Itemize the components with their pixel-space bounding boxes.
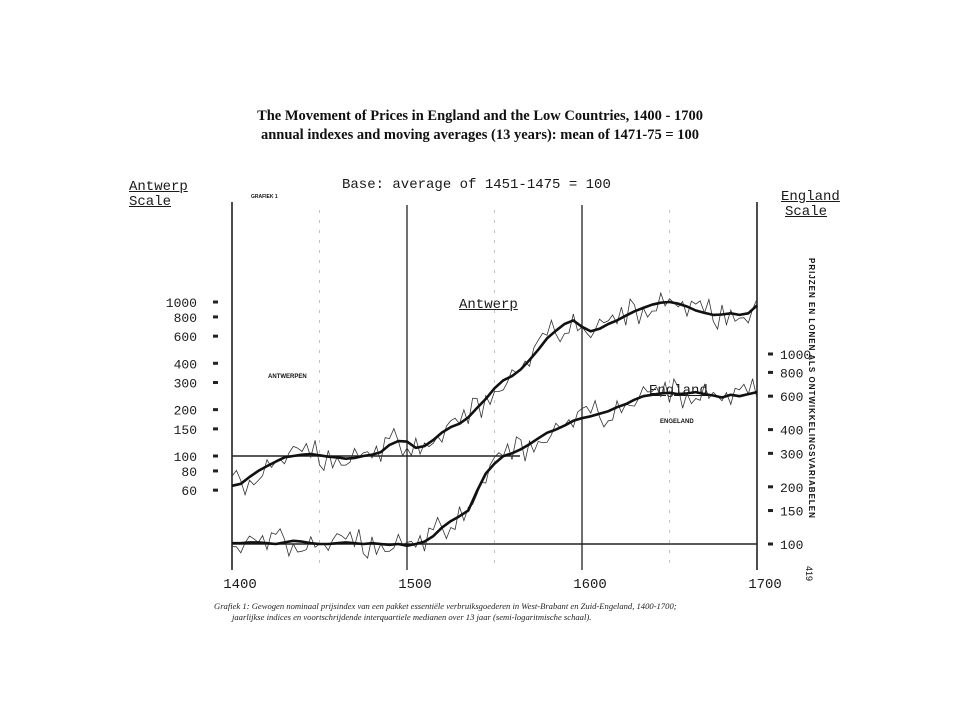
left-tick-label-150: 150	[174, 423, 197, 438]
x-tick-label-1400: 1400	[223, 577, 257, 593]
left-tick-label-600: 600	[174, 330, 197, 345]
caption-line-1: Grafiek 1: Gewogen nominaal prijsindex v…	[214, 601, 677, 611]
left-tick-mark-400	[213, 361, 218, 365]
antwerp-moving-average-line	[231, 300, 758, 488]
right-axis: 1000 800 600 400 300 200 150 100	[768, 348, 811, 553]
engeland-label: ENGELAND	[660, 419, 694, 425]
x-tick-label-1600: 1600	[573, 577, 607, 593]
left-tick-mark-1000	[213, 300, 218, 304]
left-tick-mark-150	[213, 427, 218, 431]
right-tick-label-150: 150	[780, 505, 803, 520]
left-tick-mark-200	[213, 408, 218, 412]
chart-title: The Movement of Prices in England and th…	[257, 108, 703, 124]
right-tick-label-400: 400	[780, 424, 803, 439]
base-note: Base: average of 1451-1475 = 100	[342, 177, 611, 193]
england-moving-average-line	[232, 390, 758, 547]
right-tick-mark-200	[768, 485, 773, 489]
right-tick-label-200: 200	[780, 481, 803, 496]
x-tick-label-1500: 1500	[398, 577, 432, 593]
small-top-label: GRAFIEK 1	[251, 194, 278, 200]
right-tick-mark-400	[768, 428, 773, 432]
right-tick-label-100: 100	[780, 538, 803, 553]
series-group	[231, 291, 758, 559]
right-scale-title-2: Scale	[785, 204, 828, 220]
right-tick-mark-600	[768, 394, 773, 398]
antwerp-annual-line	[231, 291, 758, 497]
figure-caption: Grafiek 1: Gewogen nominaal prijsindex v…	[214, 601, 814, 623]
left-tick-mark-600	[213, 334, 218, 338]
left-tick-label-300: 300	[174, 377, 197, 392]
chart-frame	[231, 202, 758, 570]
left-tick-mark-300	[213, 381, 218, 385]
chart-subtitle: annual indexes and moving averages (13 y…	[260, 127, 700, 143]
left-tick-label-1000: 1000	[166, 296, 197, 311]
right-tick-label-600: 600	[780, 390, 803, 405]
left-tick-label-60: 60	[181, 484, 197, 499]
antwerp-series-label: Antwerp	[459, 297, 518, 313]
left-tick-label-400: 400	[174, 357, 197, 372]
right-tick-label-800: 800	[780, 366, 803, 381]
right-tick-mark-1000	[768, 352, 773, 356]
right-tick-mark-800	[768, 370, 773, 374]
scanned-page	[95, 92, 855, 624]
right-tick-label-300: 300	[780, 447, 803, 462]
left-tick-mark-60	[213, 488, 218, 492]
right-tick-mark-150	[768, 509, 773, 513]
left-tick-label-80: 80	[181, 465, 197, 480]
x-tick-label-1700: 1700	[748, 577, 782, 593]
left-tick-mark-80	[213, 469, 218, 473]
right-tick-label-1000: 1000	[780, 348, 811, 363]
right-tick-mark-100	[768, 542, 773, 546]
right-tick-mark-300	[768, 451, 773, 455]
left-tick-mark-800	[213, 315, 218, 319]
left-tick-mark-100	[213, 454, 218, 458]
caption-line-2: jaarlijkse indices en voortschrijdende i…	[232, 612, 592, 622]
right-scale-title-1: England	[781, 189, 840, 205]
left-tick-label-200: 200	[174, 404, 197, 419]
left-scale-title-1: Antwerp	[129, 179, 188, 195]
left-scale-title-2: Scale	[129, 194, 172, 210]
antwerpen-label: ANTWERPEN	[268, 374, 307, 380]
x-axis: 1400 1500 1600 1700	[223, 577, 782, 593]
left-tick-label-800: 800	[174, 311, 197, 326]
left-tick-label-100: 100	[174, 450, 197, 465]
